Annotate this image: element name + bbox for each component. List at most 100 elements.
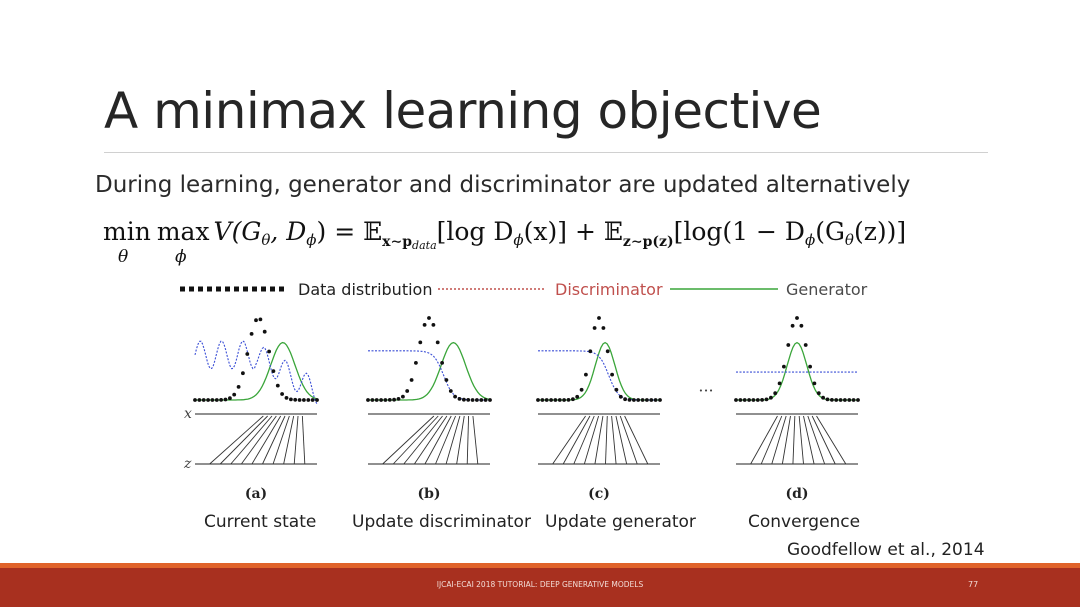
- data-point: [544, 398, 549, 402]
- mapping-arrow: [219, 415, 268, 465]
- legend-discriminator-label: Discriminator: [555, 280, 663, 299]
- eq-term1-end: (x)] + 𝔼: [524, 217, 623, 246]
- eq-term2-mid: (G: [815, 217, 845, 246]
- data-point: [764, 397, 769, 402]
- data-point: [440, 361, 444, 365]
- data-point: [232, 392, 237, 397]
- gan-training-figure: (a) (b) (c) (d) x z ···: [183, 316, 860, 502]
- data-point: [549, 398, 553, 402]
- data-point: [197, 398, 202, 402]
- generator-curve: [736, 341, 858, 401]
- data-point: [812, 381, 817, 386]
- data-point: [293, 397, 298, 402]
- data-point: [786, 343, 791, 347]
- mapping-arrow: [403, 415, 443, 465]
- mapping-arrow: [811, 415, 836, 465]
- mapping-arrow: [792, 415, 796, 465]
- data-point: [236, 385, 241, 389]
- panel-letter: (b): [417, 486, 440, 502]
- data-point: [782, 364, 786, 369]
- data-point: [755, 398, 760, 402]
- data-point: [245, 352, 250, 356]
- data-point: [734, 398, 738, 402]
- data-point: [210, 398, 215, 402]
- data-point: [275, 383, 280, 388]
- caption-current-state: Current state: [204, 512, 317, 532]
- mapping-arrow: [413, 415, 448, 465]
- data-point: [584, 372, 588, 377]
- data-point: [280, 392, 284, 396]
- eq-lhs: V(G: [214, 217, 262, 246]
- data-point: [466, 398, 471, 402]
- eq-lhs-end: ) = 𝔼: [317, 217, 383, 246]
- x-axis-label: x: [184, 406, 192, 422]
- data-point: [742, 398, 747, 402]
- data-point: [645, 398, 649, 402]
- data-point: [462, 397, 466, 402]
- data-point: [249, 332, 254, 336]
- data-point: [475, 398, 479, 402]
- mapping-arrow: [816, 415, 847, 465]
- data-point: [640, 398, 645, 402]
- panel-letter: (c): [588, 486, 610, 502]
- eq-max: max: [157, 217, 210, 246]
- mapping-arrow: [760, 415, 783, 465]
- mapping-arrow: [573, 415, 595, 465]
- data-point: [540, 398, 545, 402]
- mapping-arrow: [798, 415, 804, 465]
- page-number: 77: [968, 580, 979, 589]
- data-point: [843, 398, 847, 402]
- data-point: [379, 398, 383, 402]
- mapping-arrow: [807, 415, 826, 465]
- data-point: [649, 398, 654, 402]
- data-point: [588, 349, 593, 354]
- eq-e2-sub: z∼p(z): [623, 234, 674, 250]
- mapping-arrow: [424, 415, 452, 465]
- data-point: [838, 398, 843, 402]
- data-point: [418, 340, 423, 345]
- data-point: [315, 398, 319, 402]
- data-point: [790, 323, 795, 328]
- data-point: [479, 398, 484, 402]
- mapping-arrow: [382, 415, 435, 465]
- data-point: [575, 394, 580, 399]
- data-point: [553, 398, 558, 402]
- data-point: [444, 378, 449, 382]
- data-point: [795, 316, 799, 320]
- data-point: [483, 398, 488, 402]
- panel-letter: (a): [245, 486, 267, 502]
- slide-title: A minimax learning objective: [104, 82, 822, 140]
- data-point: [302, 398, 306, 402]
- data-point: [206, 398, 210, 402]
- mapping-arrow: [209, 415, 264, 465]
- data-point: [808, 364, 812, 369]
- mapping-arrow: [562, 415, 591, 465]
- mapping-arrow: [272, 415, 290, 465]
- mapping-arrow: [301, 415, 306, 465]
- mapping-arrow: [472, 415, 479, 465]
- mapping-arrow: [605, 415, 608, 465]
- generator-curve: [195, 341, 318, 401]
- mapping-arrow: [594, 415, 604, 465]
- eq-e1-sub-data: data: [412, 239, 437, 252]
- data-point: [592, 326, 597, 330]
- mapping-arrow: [262, 415, 286, 465]
- data-point: [627, 398, 632, 402]
- data-point: [228, 396, 232, 401]
- data-point: [241, 371, 245, 376]
- mapping-arrow: [240, 415, 277, 465]
- data-point: [536, 398, 540, 402]
- eq-term1-phi: ϕ: [513, 231, 523, 249]
- mapping-arrow: [583, 415, 600, 465]
- eq-term2-theta: θ: [845, 231, 854, 249]
- data-point: [297, 398, 302, 402]
- data-point: [284, 396, 289, 400]
- ellipsis: ···: [698, 381, 713, 400]
- data-point: [566, 398, 571, 402]
- data-point: [562, 398, 566, 402]
- footer-bar: IJCAI-ECAI 2018 TUTORIAL: DEEP GENERATIV…: [0, 568, 1080, 607]
- data-point: [769, 395, 773, 400]
- data-point: [803, 343, 808, 347]
- data-point: [405, 389, 410, 393]
